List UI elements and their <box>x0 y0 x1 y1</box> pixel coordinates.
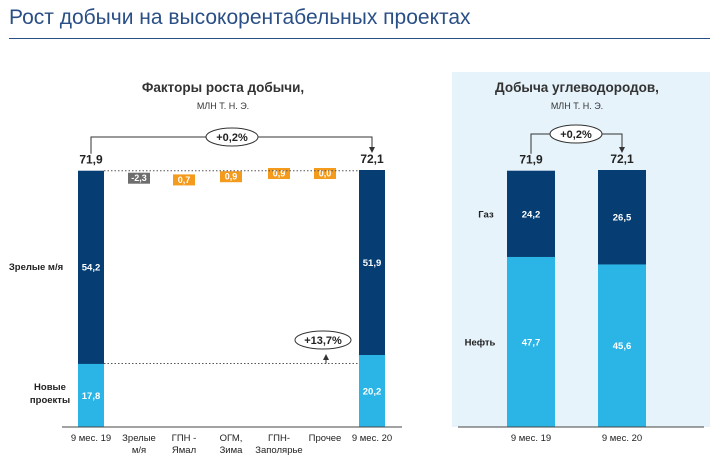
waterfall-category-2-line2: Ямал <box>172 445 196 456</box>
waterfall-category-2-line1: ГПН - <box>172 433 197 444</box>
step-bar-4 <box>268 168 290 179</box>
row-label-new-line2: проекты <box>30 395 70 406</box>
gas-value-1: 24,2 <box>522 209 541 220</box>
waterfall-category-4-line2: Заполярье <box>255 445 302 456</box>
series-label-gas: Газ <box>478 209 494 220</box>
waterfall-category-5-line1: Прочее <box>309 433 342 444</box>
step-value-3: 0,9 <box>225 172 238 182</box>
oil-bar-2 <box>598 264 646 427</box>
stacked-change-label: +0,2% <box>560 129 592 141</box>
stacked-total-1: 71,9 <box>519 153 543 167</box>
title-divider <box>9 38 710 39</box>
row-label-new-line1: Новые <box>34 382 66 393</box>
end-new-projects-value: 20,2 <box>363 386 382 397</box>
stacked-category-1: 9 мес. 19 <box>511 433 551 444</box>
waterfall-title: Факторы роста добычи, <box>142 80 304 95</box>
start-new-projects-bar <box>78 363 104 427</box>
oil-value-1: 47,7 <box>522 337 541 348</box>
waterfall-category-3-line1: ОГМ, <box>220 433 243 444</box>
end-new-projects-bar <box>359 354 385 427</box>
gas-bar-2 <box>598 170 646 265</box>
step-bar-2 <box>173 174 195 186</box>
stacked-subtitle: МЛН Т. Н. Э. <box>551 101 603 111</box>
waterfall-category-1-line1: Зрелые <box>122 433 156 444</box>
oil-value-2: 45,6 <box>613 341 632 352</box>
waterfall-subtitle: МЛН Т. Н. Э. <box>197 101 249 111</box>
step-value-4: 0,9 <box>273 169 286 179</box>
start-mature-bar <box>78 170 104 364</box>
step-bar-3 <box>220 171 242 183</box>
stacked-category-2: 9 мес. 20 <box>602 433 642 444</box>
step-value-1: -2,3 <box>131 173 147 183</box>
step-value-5: 0,0 <box>319 169 332 179</box>
gas-value-2: 26,5 <box>613 213 632 224</box>
new-projects-change-badge <box>294 330 352 350</box>
end-mature-value: 51,9 <box>363 258 382 269</box>
start-mature-value: 54,2 <box>82 262 101 273</box>
total-change-label: +0,2% <box>216 132 248 144</box>
start-new-projects-value: 17,8 <box>82 391 101 402</box>
step-bar-1 <box>128 172 150 184</box>
page-title: Рост добычи на высокорентабельных проект… <box>9 6 471 29</box>
start-total: 71,9 <box>79 153 103 167</box>
waterfall-category-4-line1: ГПН- <box>268 433 290 444</box>
new-projects-change-label: +13,7% <box>304 335 342 347</box>
oil-bar-1 <box>507 256 555 427</box>
end-total: 72,1 <box>360 152 384 166</box>
stacked-total-2: 72,1 <box>610 152 634 166</box>
total-change-badge <box>205 127 259 147</box>
stacked-change-badge <box>549 124 603 144</box>
row-label-mature: Зрелые м/я <box>9 262 63 273</box>
series-label-oil: Нефть <box>465 337 496 348</box>
waterfall-category-3-line2: Зима <box>220 445 244 456</box>
waterfall-category-1-line2: м/я <box>132 445 146 456</box>
gas-bar-1 <box>507 170 555 257</box>
step-value-2: 0,7 <box>178 175 191 185</box>
stacked-title: Добыча углеводородов, <box>495 80 659 95</box>
end-mature-bar <box>359 170 385 355</box>
waterfall-category-0-line1: 9 мес. 19 <box>71 433 111 444</box>
waterfall-category-6-line1: 9 мес. 20 <box>352 433 392 444</box>
step-bar-5 <box>314 168 336 179</box>
